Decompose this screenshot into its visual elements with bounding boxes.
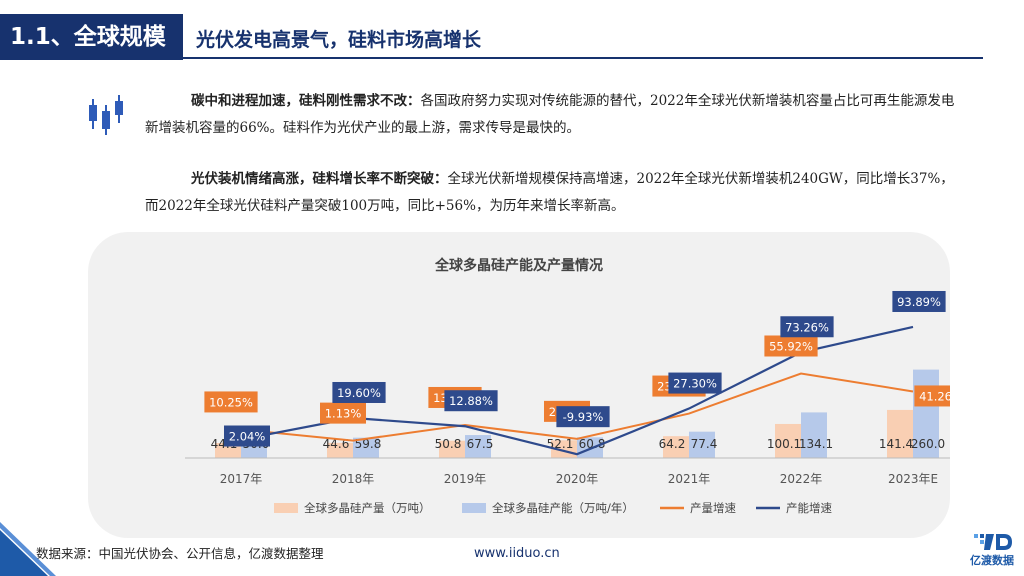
- capacity-bar: [577, 437, 603, 458]
- legend-swatch-capacity: [462, 503, 486, 513]
- paragraph-text: 各国政府努力实现对传统能源的替代，2022年全球光伏新增装机容量占比可再生能源发…: [145, 93, 955, 136]
- capacity-bar: [353, 437, 379, 458]
- chart-panel: [88, 232, 950, 538]
- polysilicon-chart: 全球多晶硅产能及产量情况44.150.044.659.850.867.552.1…: [185, 257, 950, 515]
- section-number: 1.1、全球规模: [0, 14, 183, 60]
- capacity-value-label: 260.0: [911, 437, 945, 451]
- legend-label-output-growth: 产量增速: [690, 501, 736, 515]
- output-bar: [775, 423, 801, 458]
- yiduo-logo-icon: [974, 534, 1012, 550]
- capacity-growth-label-box: [668, 372, 722, 394]
- paragraph-lead: 光伏装机情绪高涨，硅料增长率不断突破：: [191, 171, 448, 187]
- output-growth-label: 10.25%: [209, 395, 253, 409]
- capacity-value-label: 134.1: [799, 437, 833, 451]
- capacity-growth-label: 73.26%: [785, 320, 829, 334]
- paragraph-carbon-neutral: 碳中和进程加速，硅料刚性需求不改：各国政府努力实现对传统能源的替代，2022年全…: [145, 88, 965, 142]
- candlestick-icon: [89, 95, 123, 135]
- capacity-value-label: 60.8: [579, 437, 606, 451]
- output-growth-label: 41.26%: [919, 389, 950, 403]
- capacity-growth-label: 27.30%: [673, 377, 717, 391]
- output-growth-label-box: [320, 402, 366, 424]
- data-source: 数据来源：中国光伏协会、公开信息，亿渡数据整理: [36, 546, 324, 561]
- output-value-label: 50.8: [435, 437, 462, 451]
- legend-label-output: 全球多晶硅产量（万吨）: [304, 501, 431, 515]
- output-bar: [439, 440, 465, 458]
- capacity-bar: [801, 412, 827, 458]
- capacity-growth-label-box: [780, 316, 834, 338]
- chart-title: 全球多晶硅产能及产量情况: [434, 257, 603, 274]
- capacity-growth-label: 93.89%: [897, 295, 941, 309]
- x-tick-label: 2021年: [668, 472, 711, 486]
- paragraph-lead: 碳中和进程加速，硅料刚性需求不改：: [191, 93, 421, 109]
- output-growth-label: 55.92%: [769, 339, 813, 353]
- output-growth-label-box: [204, 391, 258, 413]
- x-tick-label: 2023年E: [888, 472, 938, 486]
- logo-text: 亿渡数据: [970, 554, 1014, 567]
- x-tick-label: 2017年: [220, 472, 263, 486]
- capacity-growth-label: 2.04%: [229, 430, 266, 444]
- capacity-growth-label-box: [892, 290, 946, 312]
- capacity-value-label: 77.4: [691, 437, 718, 451]
- output-growth-label: 1.13%: [325, 407, 362, 421]
- capacity-growth-label-box: [556, 406, 610, 428]
- output-growth-label-box: [764, 335, 818, 357]
- capacity-growth-label-box: [224, 425, 270, 447]
- legend-label-capacity-growth: 产能增速: [786, 501, 832, 515]
- legend-swatch-output: [274, 503, 298, 513]
- header-divider: [183, 57, 983, 59]
- page-title: 光伏发电高景气，硅料市场高增长: [196, 29, 482, 51]
- output-bar: [663, 436, 689, 458]
- output-growth-line: [240, 372, 914, 442]
- website-link[interactable]: www.iiduo.cn: [474, 546, 560, 561]
- capacity-growth-label: 19.60%: [337, 386, 381, 400]
- x-tick-label: 2022年: [780, 472, 823, 486]
- paragraph-installation: 光伏装机情绪高涨，硅料增长率不断突破：全球光伏新增规模保持高增速，2022年全球…: [145, 166, 965, 220]
- x-tick-label: 2020年: [556, 472, 599, 486]
- output-value-label: 64.2: [659, 437, 686, 451]
- paragraph-text: 全球光伏新增规模保持高增速，2022年全球光伏新增装机240GW，同比增长37%…: [145, 171, 954, 214]
- x-tick-label: 2018年: [332, 472, 375, 486]
- corner-decoration: [0, 522, 56, 576]
- capacity-value-label: 59.8: [355, 437, 382, 451]
- capacity-bar: [465, 435, 491, 458]
- legend-label-capacity: 全球多晶硅产能（万吨/年）: [492, 501, 634, 515]
- capacity-growth-label: 12.88%: [449, 394, 493, 408]
- output-value-label: 141.4: [879, 437, 913, 451]
- capacity-growth-label-box: [444, 390, 498, 412]
- output-bar: [215, 443, 241, 458]
- output-growth-label-box: [914, 385, 950, 407]
- capacity-value-label: 67.5: [467, 437, 494, 451]
- output-value-label: 100.1: [767, 437, 801, 451]
- capacity-bar: [689, 431, 715, 458]
- x-tick-label: 2019年: [444, 472, 487, 486]
- capacity-growth-label-box: [332, 381, 386, 403]
- capacity-growth-label: -9.93%: [563, 410, 604, 424]
- output-bar: [887, 409, 913, 458]
- capacity-bar: [913, 369, 939, 458]
- output-bar: [327, 442, 353, 458]
